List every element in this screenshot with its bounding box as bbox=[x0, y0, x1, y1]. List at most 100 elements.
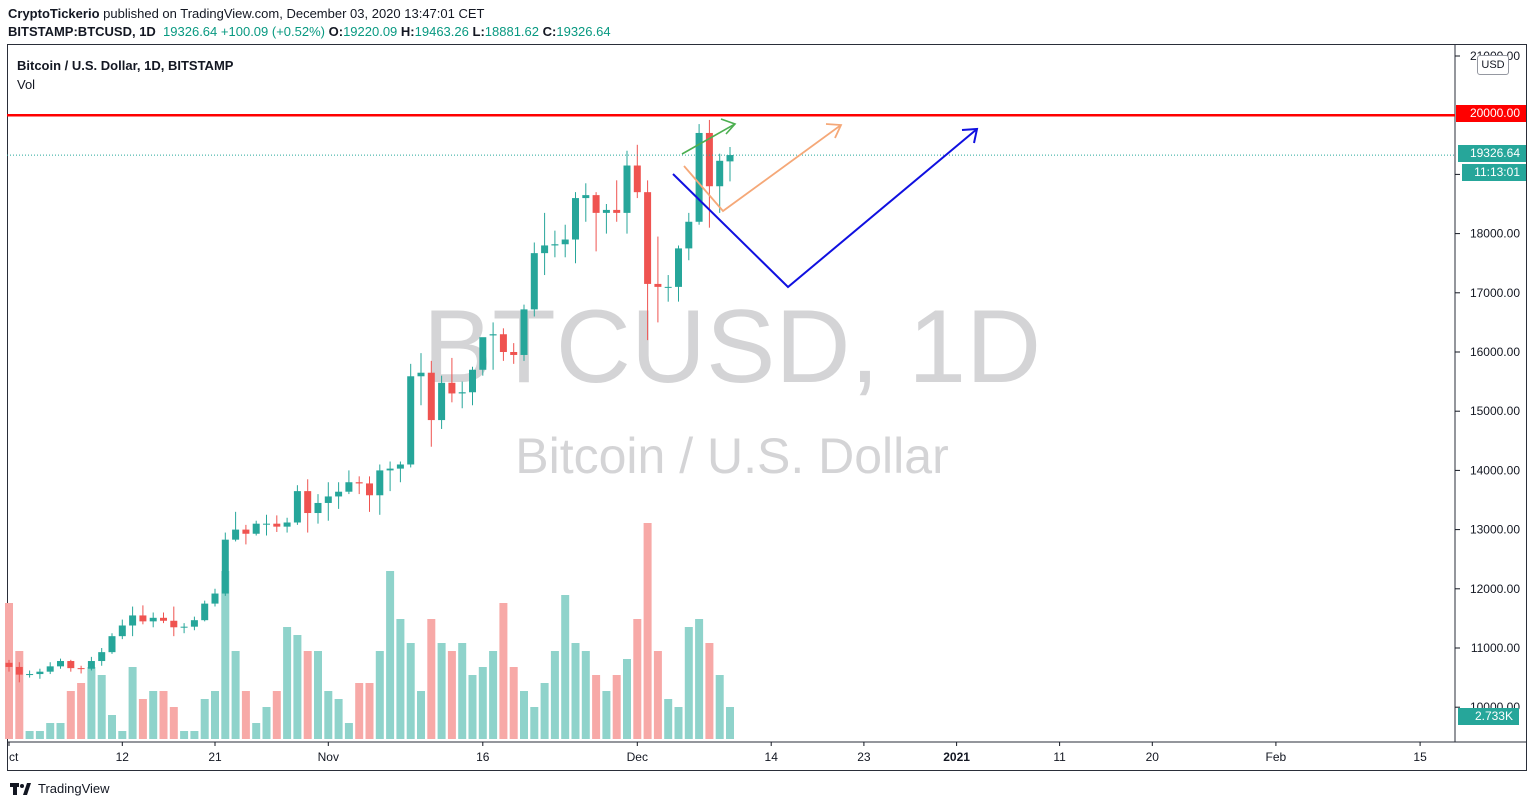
x-tick-label: 11 bbox=[1053, 750, 1066, 764]
volume-bar bbox=[108, 715, 116, 739]
candle-body bbox=[283, 522, 291, 527]
candle-body bbox=[705, 132, 713, 187]
chart-frame bbox=[7, 44, 1527, 771]
countdown-label: 11:13:01 bbox=[1462, 164, 1526, 181]
volume-bar bbox=[375, 651, 384, 739]
publisher-name[interactable]: CryptoTickerio bbox=[8, 6, 100, 21]
x-tick-label: 12 bbox=[116, 750, 130, 764]
volume-bar bbox=[684, 627, 693, 739]
candle-body bbox=[417, 372, 425, 377]
volume-bar bbox=[241, 691, 250, 739]
candle-body bbox=[87, 661, 95, 669]
volume-bar bbox=[56, 723, 65, 739]
candle-body bbox=[520, 309, 528, 355]
volume-bar bbox=[25, 731, 34, 739]
volume-bar bbox=[293, 635, 302, 739]
candle-body bbox=[355, 482, 363, 484]
volume-bar bbox=[447, 651, 456, 739]
volume-bar bbox=[97, 675, 106, 739]
candle-body bbox=[582, 195, 590, 199]
volume-indicator-label[interactable]: Vol bbox=[17, 77, 36, 92]
candle-body bbox=[633, 165, 641, 193]
candle-body bbox=[345, 482, 353, 492]
orange-projection-arrow[interactable] bbox=[683, 123, 843, 213]
currency-button[interactable]: USD bbox=[1477, 55, 1509, 75]
high-value: 19463.26 bbox=[414, 24, 469, 39]
x-tick-label: 14 bbox=[765, 750, 779, 764]
close-label: C: bbox=[542, 24, 557, 39]
volume-bar bbox=[211, 691, 219, 739]
candle-body bbox=[201, 603, 209, 621]
volume-bar bbox=[489, 651, 498, 739]
candle-body bbox=[695, 132, 703, 222]
candle-body bbox=[499, 334, 507, 352]
volume-bar bbox=[118, 731, 127, 739]
volume-bar bbox=[602, 691, 611, 739]
published-text: published on TradingView.com, December 0… bbox=[103, 6, 485, 21]
volume-bar bbox=[427, 619, 436, 739]
volume-bar bbox=[200, 699, 209, 739]
volume-bar bbox=[561, 595, 570, 739]
open-value: 19220.09 bbox=[343, 24, 398, 39]
candle-body bbox=[232, 529, 240, 540]
candle-body bbox=[211, 593, 219, 604]
candle-body bbox=[36, 671, 44, 675]
footer-branding[interactable]: TradingView bbox=[10, 781, 110, 796]
volume-bar bbox=[664, 699, 673, 739]
volume-bar bbox=[550, 651, 559, 739]
volume-bar bbox=[169, 707, 178, 739]
candle-body bbox=[613, 209, 621, 213]
open-label: O: bbox=[328, 24, 344, 39]
candle-body bbox=[448, 382, 456, 394]
candle-body bbox=[129, 615, 137, 626]
volume-bar bbox=[66, 691, 75, 739]
volume-bar bbox=[35, 731, 44, 739]
x-tick-label: Nov bbox=[318, 750, 339, 764]
ohlc-line: BITSTAMP:BTCUSD, 1D 19326.64 +100.09 (+0… bbox=[8, 24, 611, 39]
candle-body bbox=[5, 662, 13, 667]
candle-body bbox=[98, 652, 106, 662]
candle-body bbox=[108, 636, 116, 653]
volume-bar bbox=[520, 691, 528, 739]
candle-body bbox=[407, 376, 415, 465]
green-projection-arrow[interactable] bbox=[681, 118, 737, 155]
watermark-symbol: BTCUSD, 1D bbox=[423, 289, 1041, 405]
symbol-label: BITSTAMP:BTCUSD, 1D bbox=[8, 24, 156, 39]
pane-title: Bitcoin / U.S. Dollar, 1D, BITSTAMP bbox=[17, 58, 234, 73]
volume-bar bbox=[221, 571, 230, 739]
blue-projection-arrow[interactable] bbox=[672, 127, 979, 289]
volume-bar bbox=[633, 619, 642, 739]
candle-body bbox=[376, 470, 384, 496]
x-tick-label: Feb bbox=[1266, 750, 1287, 764]
volume-bar bbox=[581, 651, 590, 739]
candle-body bbox=[726, 155, 734, 162]
volume-bar bbox=[478, 667, 487, 739]
volume-bar bbox=[540, 683, 549, 739]
candle-body bbox=[67, 661, 75, 669]
volume-bar bbox=[695, 619, 704, 739]
candle-body bbox=[602, 209, 610, 213]
y-tick-label: 13000.00 bbox=[1470, 523, 1520, 537]
candles bbox=[5, 119, 734, 683]
candle-body bbox=[324, 496, 332, 503]
x-tick-label: 20 bbox=[1146, 750, 1160, 764]
volume-bar bbox=[509, 667, 518, 739]
volume-bar bbox=[77, 683, 86, 739]
candle-body bbox=[314, 502, 322, 514]
resistance-price-label: 20000.00 bbox=[1456, 105, 1526, 122]
candle-body bbox=[644, 192, 652, 284]
candle-body bbox=[118, 625, 126, 637]
volume-bar bbox=[571, 643, 580, 739]
candle-body bbox=[15, 666, 23, 675]
time-axis[interactable]: ct 12 21 Nov 16 Dec 14 23 2021 11 20 Feb 15 bbox=[8, 742, 1427, 764]
x-tick-label: 15 bbox=[1413, 750, 1427, 764]
last-price-label: 19326.64 bbox=[1458, 145, 1526, 162]
publish-line: CryptoTickerio published on TradingView.… bbox=[8, 6, 484, 21]
candle-body bbox=[190, 620, 198, 627]
volume-bar bbox=[355, 683, 364, 739]
x-tick-label: 23 bbox=[857, 750, 871, 764]
close-value: 19326.64 bbox=[556, 24, 611, 39]
volume-bar bbox=[334, 699, 343, 739]
candle-body bbox=[654, 283, 662, 287]
